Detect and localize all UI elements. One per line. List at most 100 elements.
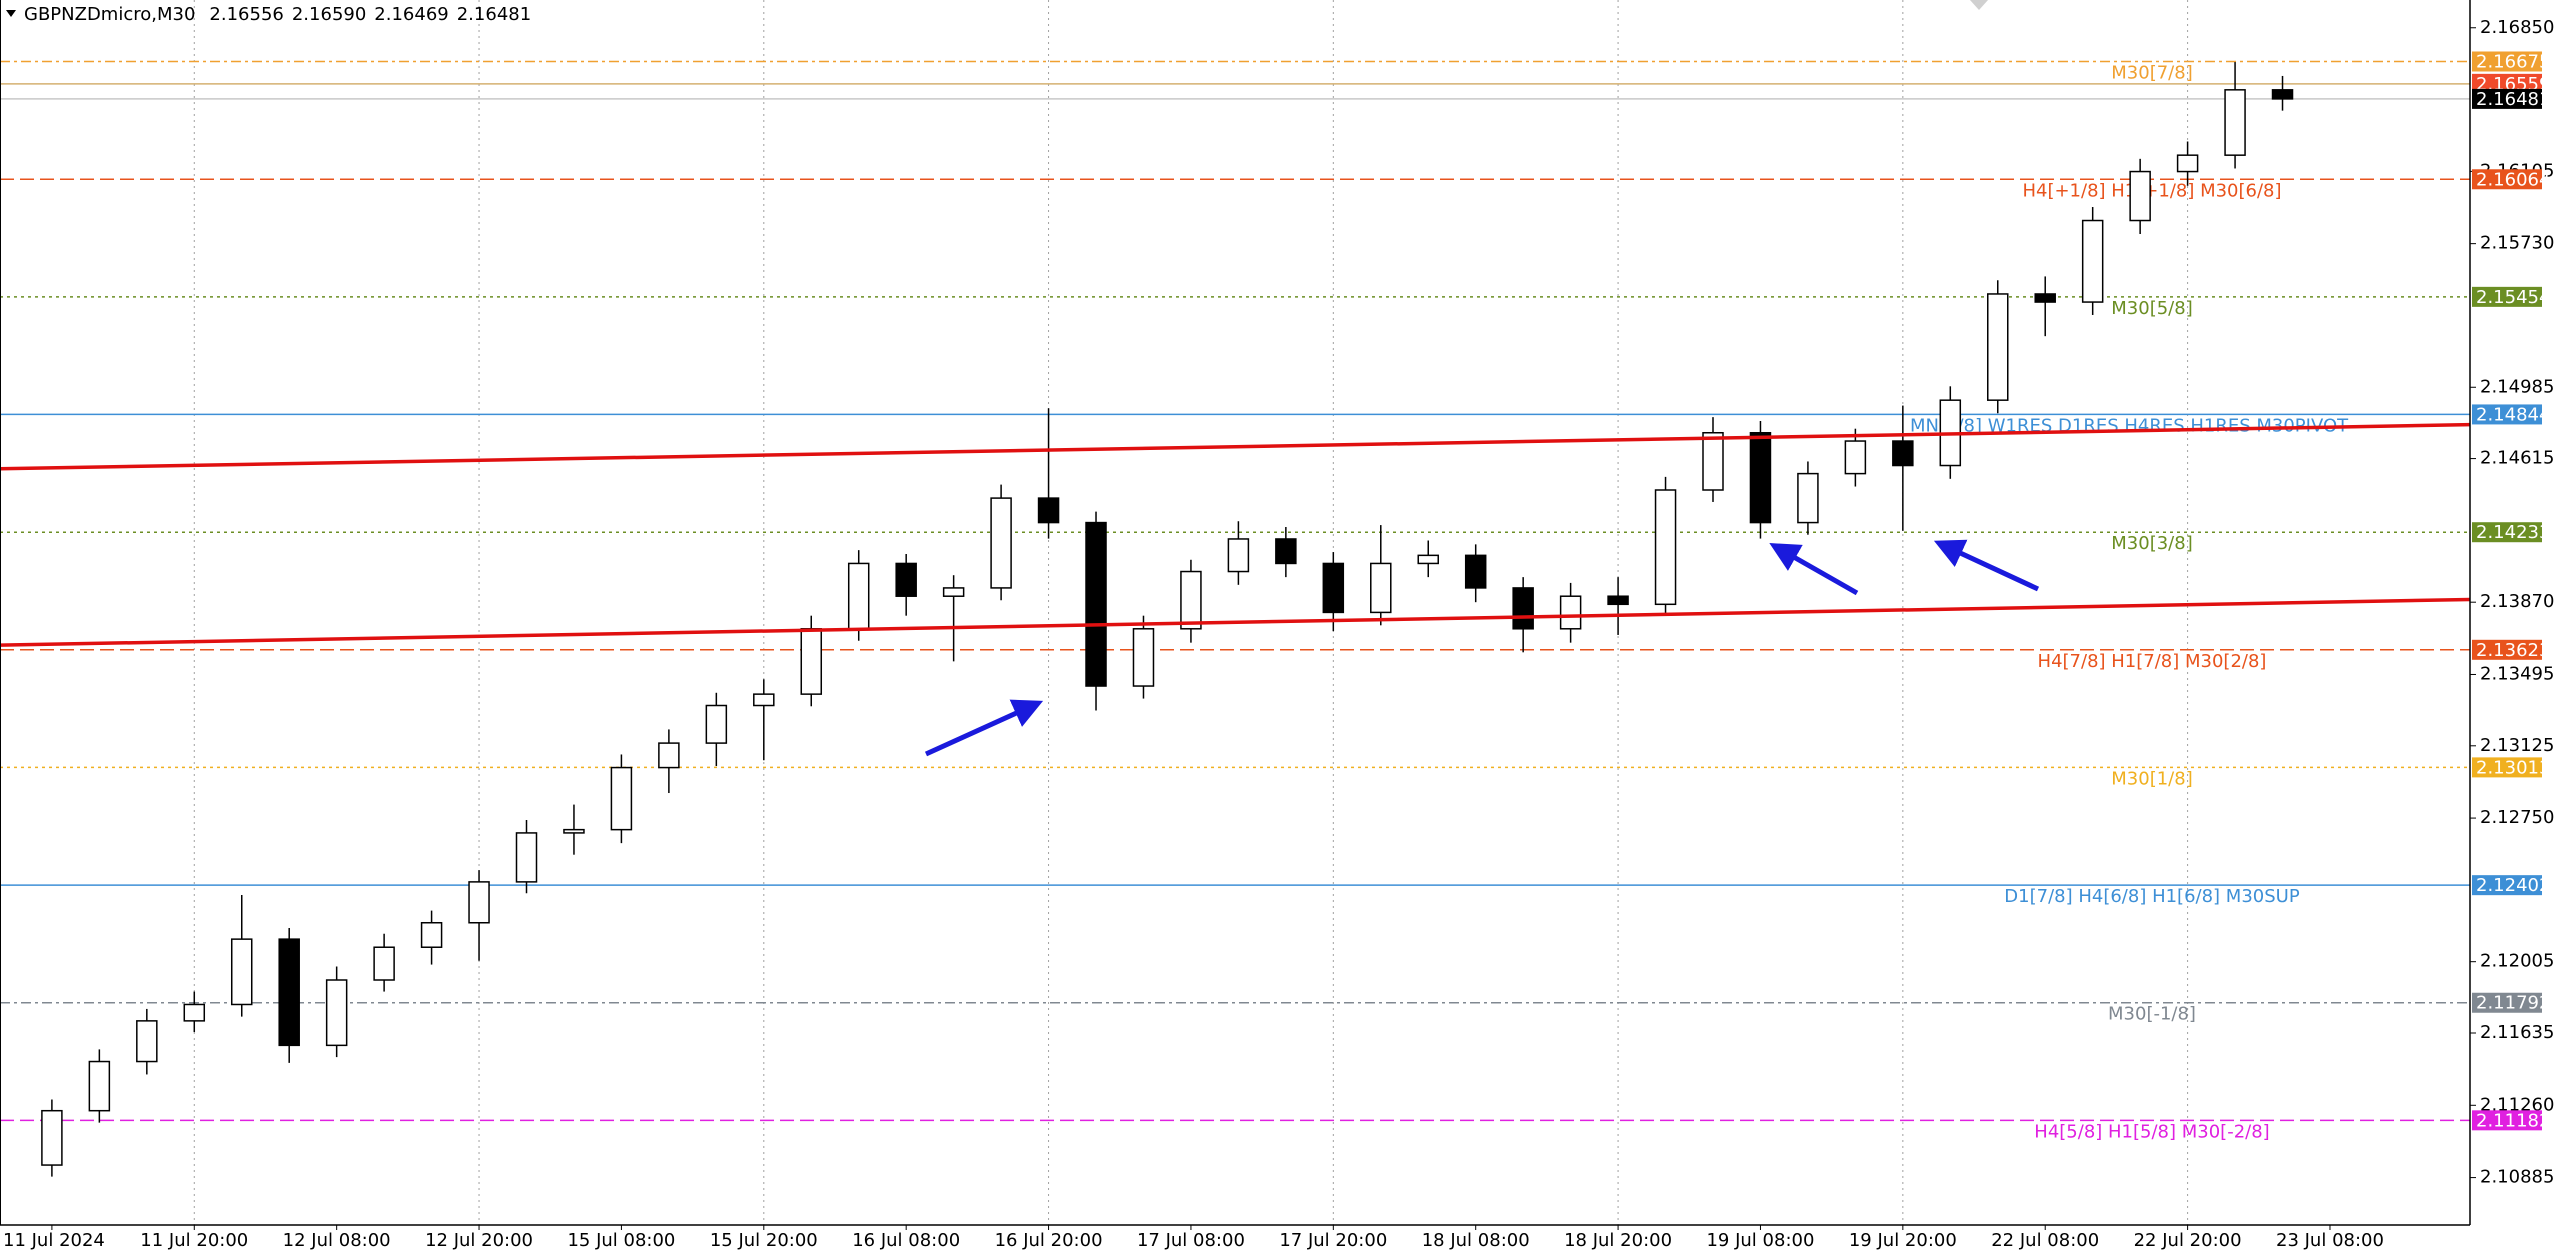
- level-tag: [2472, 757, 2542, 778]
- x-tick-label: 23 Jul 08:00: [2276, 1230, 2384, 1251]
- x-tick-label: 16 Jul 08:00: [852, 1230, 960, 1251]
- candle-body: [1607, 595, 1629, 606]
- trendline: [0, 597, 2471, 647]
- x-tick-label: 15 Jul 08:00: [567, 1230, 675, 1251]
- x-tick-label: 17 Jul 20:00: [1279, 1230, 1387, 1251]
- menu-triangle: [6, 10, 16, 17]
- candle-body: [420, 921, 443, 948]
- x-tick-label: 11 Jul 2024: [3, 1230, 105, 1251]
- level-tag-label: 2.14233: [2476, 522, 2550, 543]
- arrow: [1769, 543, 1859, 596]
- level-tag: [2472, 286, 2542, 307]
- candle-body: [658, 742, 680, 769]
- candle-body: [373, 946, 395, 981]
- x-tick-label: 19 Jul 20:00: [1849, 1230, 1957, 1251]
- level-label: D1[7/8] H4[6/8] H1[6/8] M30SUP: [2004, 886, 2300, 907]
- candle-body: [1085, 521, 1107, 687]
- candle-body: [847, 562, 870, 630]
- candle-body: [1227, 538, 1250, 573]
- candle-body: [325, 979, 348, 1047]
- level-tag-label: 2.12402: [2476, 875, 2550, 896]
- x-tick-label: 11 Jul 20:00: [140, 1230, 248, 1251]
- level-tag-label: 2.13013: [2476, 757, 2550, 778]
- y-tick-label: 2.14985: [2480, 376, 2554, 397]
- level-tag-label: 2.13623: [2476, 640, 2550, 661]
- level-tag: [2472, 404, 2542, 425]
- x-tick-label: 15 Jul 20:00: [710, 1230, 818, 1251]
- y-tick-label: 2.13495: [2480, 663, 2554, 684]
- level-label: H4[5/8] H1[5/8] M30[-2/8]: [2034, 1121, 2269, 1142]
- header: GBPNZDmicro,M30 2.16556 2.16590 2.16469 2.16…: [6, 0, 1988, 25]
- symbol: GBPNZDmicro,M30: [24, 4, 195, 25]
- y-tick-label: 2.11260: [2480, 1094, 2554, 1115]
- candle-body: [895, 562, 917, 597]
- candle-body: [1370, 562, 1392, 614]
- candle-body: [1797, 472, 1819, 524]
- x-tick-label: 12 Jul 08:00: [283, 1230, 391, 1251]
- axis-background: [2470, 0, 2560, 1254]
- candle-body: [1180, 570, 1202, 630]
- level-tag: [2472, 875, 2542, 896]
- candle-body: [2224, 89, 2246, 156]
- level-tag-label: 2.16675: [2476, 51, 2550, 72]
- level-tag: [2472, 992, 2542, 1013]
- y-tick-label: 2.13870: [2480, 591, 2554, 612]
- candle-body: [610, 766, 633, 831]
- y-tick-label: 2.12750: [2480, 807, 2554, 828]
- x-tick-label: 12 Jul 20:00: [425, 1230, 533, 1251]
- candle-body: [705, 704, 728, 744]
- candle-body: [1987, 293, 2009, 401]
- candle-body: [1749, 431, 1772, 524]
- candle-body: [1702, 431, 1724, 491]
- level-tag-label: 2.15454: [2476, 287, 2550, 308]
- arrow: [1933, 539, 2040, 592]
- level-label: H4[+1/8] H1[+1/8] M30[6/8]: [2022, 180, 2281, 201]
- y-tick-label: 2.12005: [2480, 951, 2554, 972]
- candle-body: [1037, 497, 1060, 524]
- level-tag-label: 2.14844: [2476, 404, 2550, 425]
- candle-body: [1654, 489, 1677, 606]
- candle-body: [1559, 595, 1582, 630]
- candle-body: [1275, 538, 1297, 565]
- candle-body: [1844, 440, 1867, 475]
- candle-body: [1512, 587, 1534, 630]
- candle-body: [2176, 154, 2199, 173]
- level-tag: [2472, 169, 2542, 190]
- candle-body: [2271, 89, 2294, 100]
- y-tick-label: 2.11635: [2480, 1022, 2554, 1043]
- candle-body: [942, 587, 965, 597]
- price-tag: [2472, 88, 2542, 109]
- quote-low: 2.16469: [374, 4, 448, 25]
- level-tag: [2472, 51, 2542, 72]
- y-tick-label: 2.14615: [2480, 448, 2554, 469]
- candle-body: [2034, 293, 2056, 303]
- level-label: M30[7/8]: [2111, 62, 2192, 83]
- x-tick-label: 19 Jul 08:00: [1706, 1230, 1814, 1251]
- arrow: [924, 699, 1044, 757]
- trendline: [0, 422, 2471, 471]
- candle-body: [990, 497, 1012, 589]
- level-label: M30[3/8]: [2111, 533, 2192, 554]
- level-label: M30[-1/8]: [2108, 1004, 2196, 1025]
- candle-body: [230, 938, 253, 1006]
- candle-body: [88, 1060, 111, 1112]
- candle-body: [1892, 440, 1914, 467]
- y-tick-label: 2.16850: [2480, 17, 2554, 38]
- candle-body: [515, 832, 538, 883]
- candles: [41, 62, 2294, 1177]
- price-tag: [2472, 73, 2542, 94]
- level-tag-label: 2.16064: [2476, 169, 2550, 190]
- x-tick-label: 16 Jul 20:00: [995, 1230, 1103, 1251]
- candle-body: [753, 693, 775, 707]
- levels: M30[7/8] H4[+1/8] H1[+1/8] M30[6/8] M30[5/…: [0, 60, 2470, 1142]
- level-tag-label: 2.11792: [2476, 993, 2550, 1014]
- x-tick-label: 22 Jul 20:00: [2134, 1230, 2242, 1251]
- y-tick-label: 2.15730: [2480, 233, 2554, 254]
- candle-body: [800, 628, 823, 695]
- candle-body: [136, 1020, 158, 1063]
- candle-body: [563, 828, 585, 834]
- price-tag-label: 2.16481: [2476, 89, 2550, 110]
